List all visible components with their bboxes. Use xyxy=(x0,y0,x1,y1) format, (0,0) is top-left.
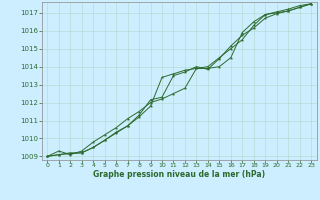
X-axis label: Graphe pression niveau de la mer (hPa): Graphe pression niveau de la mer (hPa) xyxy=(93,170,265,179)
